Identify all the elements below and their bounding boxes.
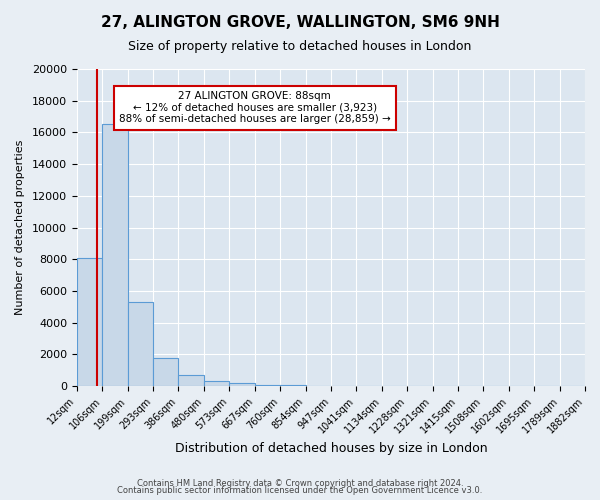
X-axis label: Distribution of detached houses by size in London: Distribution of detached houses by size … (175, 442, 487, 455)
Bar (153, 358, 178, 386)
Bar (103, 124, 128, 386)
Bar (128, 302, 153, 386)
Bar (229, 383, 255, 386)
Bar (255, 384, 280, 386)
Text: Contains public sector information licensed under the Open Government Licence v3: Contains public sector information licen… (118, 486, 482, 495)
Bar (178, 375, 204, 386)
Bar (280, 384, 305, 386)
Text: 27, ALINGTON GROVE, WALLINGTON, SM6 9NH: 27, ALINGTON GROVE, WALLINGTON, SM6 9NH (101, 15, 499, 30)
Text: 27 ALINGTON GROVE: 88sqm
← 12% of detached houses are smaller (3,923)
88% of sem: 27 ALINGTON GROVE: 88sqm ← 12% of detach… (119, 91, 391, 124)
Bar (204, 382, 229, 386)
Text: Size of property relative to detached houses in London: Size of property relative to detached ho… (128, 40, 472, 53)
Bar (77, 258, 103, 386)
Text: Contains HM Land Registry data © Crown copyright and database right 2024.: Contains HM Land Registry data © Crown c… (137, 478, 463, 488)
Y-axis label: Number of detached properties: Number of detached properties (15, 140, 25, 315)
